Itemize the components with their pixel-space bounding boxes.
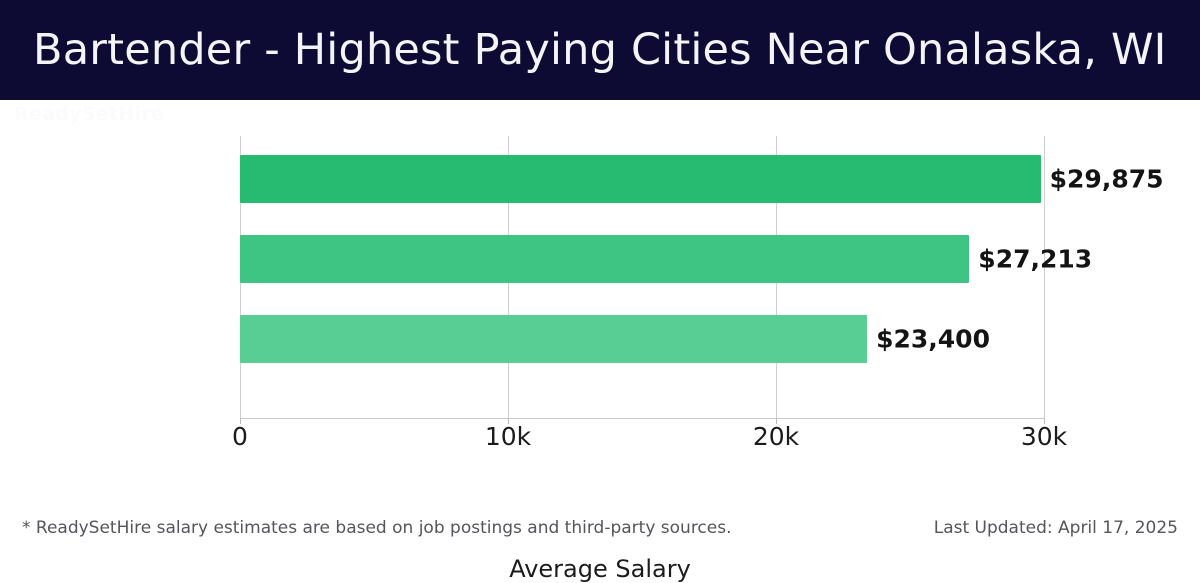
last-updated-label: Last Updated: April 17, 2025 (933, 518, 1178, 538)
watermark-text: ReadySetHire (14, 103, 165, 125)
x-tick-mark (240, 418, 241, 424)
bar-row[interactable]: Tomah, WI$23,400 (240, 315, 1044, 363)
x-tick-mark (776, 418, 777, 424)
bar-value-label: $29,875 (1049, 164, 1164, 194)
bar-value-label: $23,400 (876, 324, 990, 354)
x-tick-label: 0 (232, 422, 248, 451)
bar[interactable] (240, 155, 1041, 203)
x-tick-label: 10k (484, 422, 532, 451)
page-title: Bartender - Highest Paying Cities Near O… (33, 24, 1167, 75)
plot-area: 0 10k 20k 30k Sparta, WI$29,875 La Crosse, WI… (232, 136, 1164, 451)
bar-value-label: $27,213 (978, 244, 1093, 274)
x-tick-label: 30k (1020, 422, 1068, 451)
bar-chart: 0 10k 20k 30k Sparta, WI$29,875 La Crosse, WI… (0, 100, 1200, 583)
x-gridline (1044, 136, 1045, 418)
bar-row[interactable]: Sparta, WI$29,875 (240, 155, 1164, 203)
x-tick-mark (1044, 418, 1045, 424)
x-axis-line (240, 418, 1045, 419)
chart-footer: * ReadySetHire salary estimates are base… (0, 506, 1200, 558)
bar[interactable] (240, 235, 970, 283)
bar-row[interactable]: La Crosse, WI$27,213 (240, 235, 1092, 283)
x-tick-label: 20k (752, 422, 800, 451)
bar[interactable] (240, 315, 868, 363)
chart-header: Bartender - Highest Paying Cities Near O… (0, 0, 1200, 100)
x-tick-mark (508, 418, 509, 424)
footnote-disclaimer: * ReadySetHire salary estimates are base… (22, 518, 732, 538)
x-axis-title: Average Salary (509, 555, 691, 583)
